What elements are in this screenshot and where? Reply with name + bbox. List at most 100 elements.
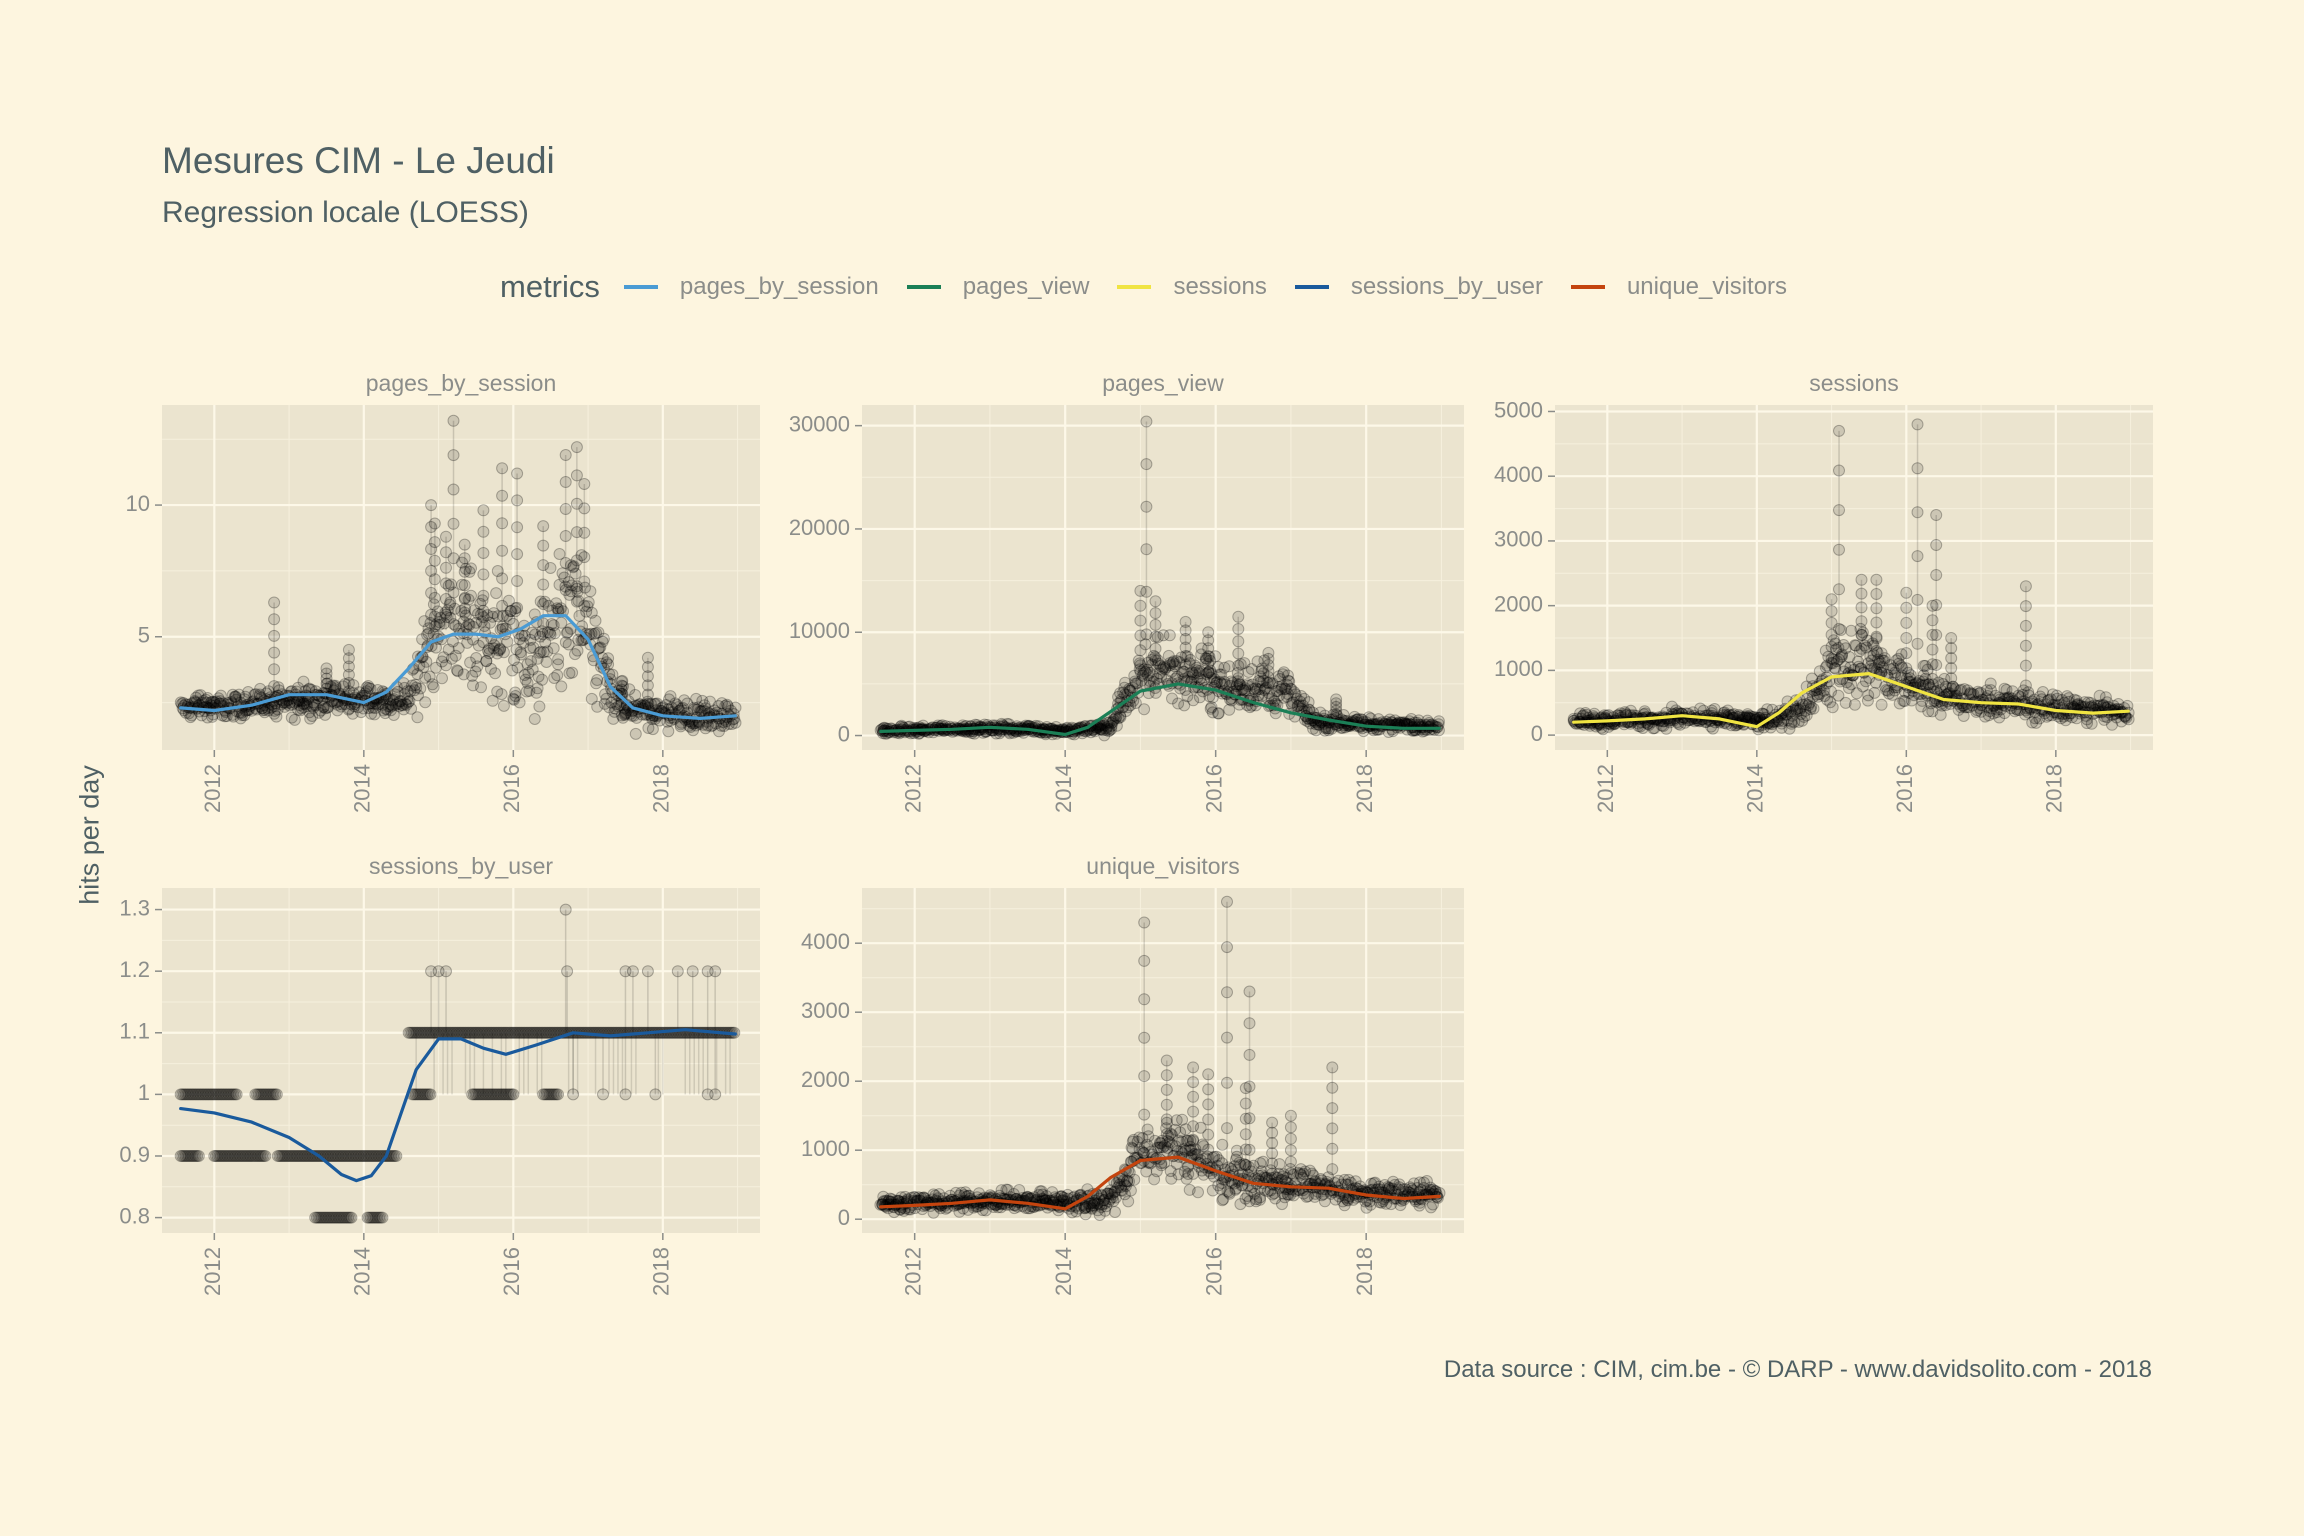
- data-point: [511, 521, 524, 534]
- data-point: [559, 476, 572, 488]
- data-point: [272, 681, 285, 694]
- data-point: [1825, 640, 1838, 653]
- data-point: [1122, 1195, 1135, 1208]
- data-point: [398, 688, 411, 701]
- data-point: [393, 700, 406, 713]
- data-point: [1900, 601, 1913, 614]
- data-point: [617, 711, 629, 724]
- data-point: [427, 681, 440, 694]
- data-point: [465, 589, 477, 602]
- data-point: [428, 554, 441, 567]
- y-tick-label: 1.2: [119, 957, 150, 982]
- data-point: [575, 549, 588, 562]
- data-point: [509, 686, 522, 699]
- legend-item-sessions-by-user: sessions_by_user: [1294, 273, 1543, 301]
- data-point: [706, 719, 719, 732]
- data-point: [671, 965, 684, 978]
- data-point: [513, 633, 526, 646]
- data-point: [214, 695, 227, 708]
- data-point: [687, 701, 700, 714]
- data-point: [496, 620, 509, 633]
- data-point: [259, 1150, 272, 1162]
- data-point: [729, 716, 742, 729]
- x-tick-label: 2018: [2042, 764, 2067, 813]
- data-point: [428, 573, 441, 586]
- data-point: [1825, 628, 1838, 641]
- data-point: [1149, 618, 1162, 631]
- data-point: [597, 632, 610, 645]
- data-point: [1262, 646, 1275, 659]
- data-point: [422, 627, 435, 640]
- data-point: [2019, 679, 2032, 692]
- data-point: [440, 530, 452, 543]
- data-point: [1855, 601, 1868, 614]
- data-point: [1926, 599, 1939, 612]
- data-point: [404, 685, 417, 698]
- data-point: [412, 689, 424, 702]
- data-point: [655, 702, 668, 715]
- data-point: [1149, 607, 1162, 620]
- data-point: [307, 701, 320, 714]
- data-point: [295, 702, 308, 715]
- data-point: [559, 636, 572, 649]
- data-point: [436, 672, 448, 685]
- data-point: [678, 694, 691, 707]
- data-point: [1825, 605, 1838, 618]
- data-point: [494, 643, 506, 656]
- data-point: [477, 611, 490, 624]
- data-point: [559, 580, 572, 593]
- data-point: [270, 1088, 283, 1101]
- data-point: [458, 606, 471, 619]
- data-point: [373, 697, 386, 710]
- data-point: [709, 965, 722, 978]
- data-point: [306, 710, 319, 722]
- data-point: [387, 693, 400, 706]
- data-point: [482, 644, 494, 657]
- data-point: [674, 718, 687, 731]
- data-point: [544, 628, 557, 641]
- data-point: [1187, 1090, 1200, 1103]
- data-point: [1232, 672, 1245, 685]
- data-point: [445, 578, 457, 591]
- data-point: [607, 712, 620, 725]
- data-point: [609, 702, 622, 715]
- data-point: [239, 690, 252, 703]
- data-point: [2019, 580, 2032, 593]
- data-point: [663, 693, 675, 706]
- data-point: [1160, 1098, 1173, 1111]
- data-point: [411, 668, 424, 681]
- data-point: [1900, 647, 1913, 660]
- data-point: [2019, 639, 2032, 652]
- data-point: [394, 695, 407, 708]
- data-point: [496, 572, 509, 585]
- data-point: [534, 645, 547, 658]
- data-point: [521, 676, 534, 689]
- data-point: [1243, 1017, 1256, 1030]
- data-point: [533, 646, 546, 659]
- legend-label-pages-view: pages_view: [962, 273, 1090, 300]
- data-point: [547, 642, 560, 655]
- data-point: [573, 609, 586, 622]
- data-point: [623, 683, 636, 696]
- data-point: [1945, 662, 1958, 675]
- data-point: [497, 646, 510, 659]
- data-point: [524, 633, 537, 646]
- data-point: [451, 665, 464, 678]
- data-point: [563, 588, 576, 601]
- data-point: [345, 1211, 358, 1224]
- data-point: [400, 698, 413, 711]
- data-point: [491, 685, 504, 698]
- data-point: [1926, 628, 1939, 641]
- data-point: [507, 1088, 520, 1101]
- data-point: [308, 698, 321, 711]
- data-point: [360, 685, 373, 698]
- data-point: [1326, 1102, 1339, 1115]
- data-point: [331, 698, 344, 711]
- data-point: [1160, 1069, 1173, 1082]
- data-point: [1138, 916, 1151, 929]
- data-point: [699, 722, 712, 735]
- data-point: [1239, 1112, 1252, 1125]
- data-point: [390, 1150, 403, 1162]
- data-point: [550, 597, 563, 610]
- data-point: [1221, 1031, 1233, 1044]
